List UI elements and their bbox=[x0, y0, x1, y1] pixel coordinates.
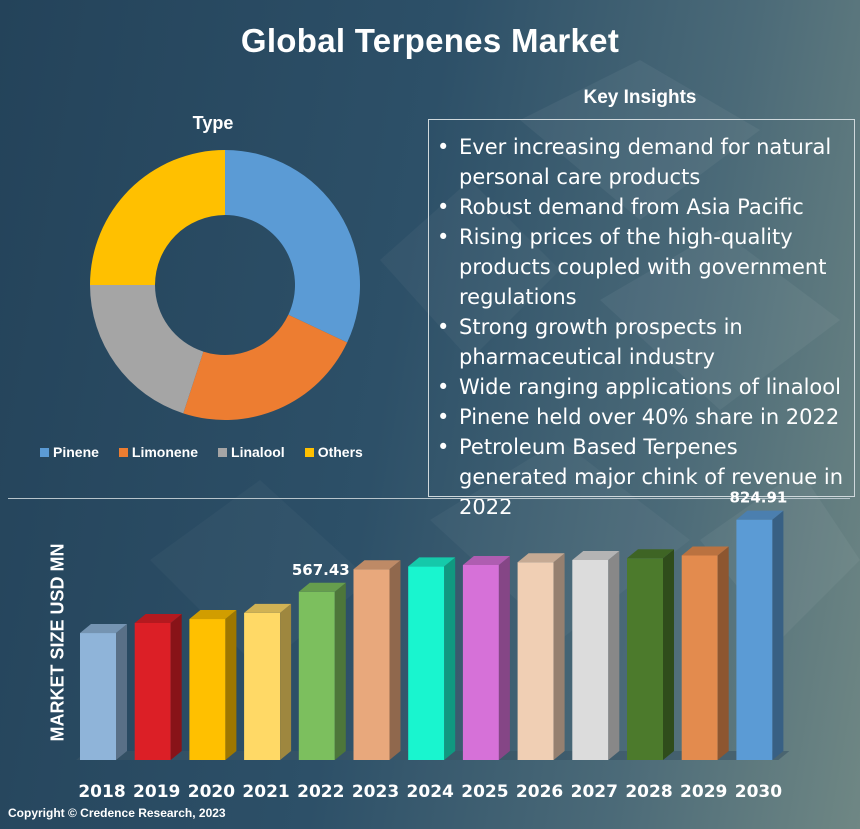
bullet-icon: • bbox=[437, 405, 450, 429]
legend-item-others: Others bbox=[304, 444, 363, 460]
bar-data-label: 567.43 bbox=[292, 561, 350, 579]
key-insight-text: Pinene held over 40% share in 2022 bbox=[459, 405, 840, 429]
key-insight-text: Rising prices of the high-quality produc… bbox=[459, 225, 827, 309]
bar-2019 bbox=[134, 613, 182, 760]
donut-slice-others bbox=[90, 150, 225, 285]
type-donut-chart bbox=[90, 150, 360, 420]
x-tick-label: 2021 bbox=[242, 782, 289, 802]
legend-item-pinene: Pinene bbox=[40, 444, 99, 460]
bar-2025 bbox=[462, 556, 510, 760]
bullet-icon: • bbox=[437, 435, 450, 459]
bullet-icon: • bbox=[437, 135, 450, 159]
bar-2028 bbox=[627, 549, 674, 760]
key-insight-text: Strong growth prospects in pharmaceutica… bbox=[459, 315, 743, 369]
x-tick-label: 2028 bbox=[625, 782, 672, 802]
bullet-icon: • bbox=[437, 195, 450, 219]
bar-2022 bbox=[298, 582, 346, 760]
bullet-icon: • bbox=[437, 225, 450, 249]
x-tick-label: 2018 bbox=[78, 782, 125, 802]
donut-slice-pinene bbox=[225, 150, 360, 343]
key-insight-item: • Strong growth prospects in pharmaceutic… bbox=[437, 312, 844, 372]
page-title: Global Terpenes Market bbox=[240, 22, 620, 59]
bullet-icon: • bbox=[437, 315, 450, 339]
donut-legend: Pinene Limonene Linalool Others bbox=[40, 444, 400, 460]
legend-label-linalool: Linalool bbox=[231, 444, 285, 460]
x-tick-label: 2026 bbox=[516, 782, 563, 802]
legend-label-others: Others bbox=[317, 444, 363, 460]
legend-label-pinene: Pinene bbox=[53, 444, 99, 460]
key-insight-item: • Ever increasing demand for natural pers… bbox=[437, 132, 844, 192]
key-insight-item: • Wide ranging applications of linalool bbox=[437, 372, 844, 402]
key-insight-text: Petroleum Based Terpenes generated major… bbox=[459, 435, 844, 519]
x-tick-label: 2024 bbox=[407, 782, 454, 802]
x-tick-label: 2025 bbox=[461, 782, 508, 802]
bar-2029 bbox=[681, 546, 729, 760]
legend-label-limonene: Limonene bbox=[131, 444, 199, 460]
bar-2026 bbox=[517, 553, 565, 760]
legend-swatch-others bbox=[304, 447, 314, 457]
bar-2021 bbox=[244, 603, 292, 760]
x-tick-label: 2022 bbox=[297, 782, 344, 802]
bar-2024 bbox=[408, 557, 456, 760]
bullet-icon: • bbox=[437, 375, 450, 399]
legend-swatch-pinene bbox=[40, 447, 49, 457]
x-tick-label: 2029 bbox=[680, 782, 727, 802]
bar-2030 bbox=[736, 510, 784, 760]
donut-slice-linalool bbox=[90, 285, 204, 414]
key-insight-item: • Petroleum Based Terpenes generated majo… bbox=[437, 432, 844, 522]
key-insights-box: • Ever increasing demand for natural pers… bbox=[428, 119, 855, 519]
legend-swatch-limonene bbox=[118, 447, 128, 457]
x-tick-label: 2023 bbox=[352, 782, 399, 802]
x-tick-label: 2019 bbox=[133, 782, 180, 802]
bar-2020 bbox=[189, 610, 237, 760]
key-insight-text: Wide ranging applications of linalool bbox=[459, 375, 841, 399]
key-insights-list: • Ever increasing demand for natural pers… bbox=[437, 132, 844, 522]
x-tick-label: 2027 bbox=[571, 782, 618, 802]
copyright-text: Copyright © Credence Research, 2023 bbox=[8, 806, 226, 820]
bar-2027 bbox=[572, 550, 620, 760]
legend-swatch-linalool bbox=[218, 447, 228, 457]
legend-item-limonene: Limonene bbox=[118, 444, 199, 460]
donut-chart-title: Type bbox=[192, 113, 234, 133]
key-insight-item: • Pinene held over 40% share in 2022 bbox=[437, 402, 844, 432]
bar-2018 bbox=[80, 624, 127, 760]
x-tick-label: 2030 bbox=[735, 782, 782, 802]
donut-slice-limonene bbox=[183, 314, 348, 420]
legend-item-linalool: Linalool bbox=[218, 444, 285, 460]
key-insight-item: • Robust demand from Asia Pacific bbox=[437, 192, 844, 222]
bar-2023 bbox=[353, 560, 401, 760]
bar-data-label: 824.91 bbox=[729, 489, 787, 507]
key-insight-text: Ever increasing demand for natural perso… bbox=[459, 135, 832, 189]
key-insights-heading: Key Insights bbox=[583, 87, 697, 108]
key-insight-text: Robust demand from Asia Pacific bbox=[459, 195, 804, 219]
x-tick-label: 2020 bbox=[188, 782, 235, 802]
key-insight-item: • Rising prices of the high-quality produ… bbox=[437, 222, 844, 312]
section-divider bbox=[8, 498, 850, 499]
